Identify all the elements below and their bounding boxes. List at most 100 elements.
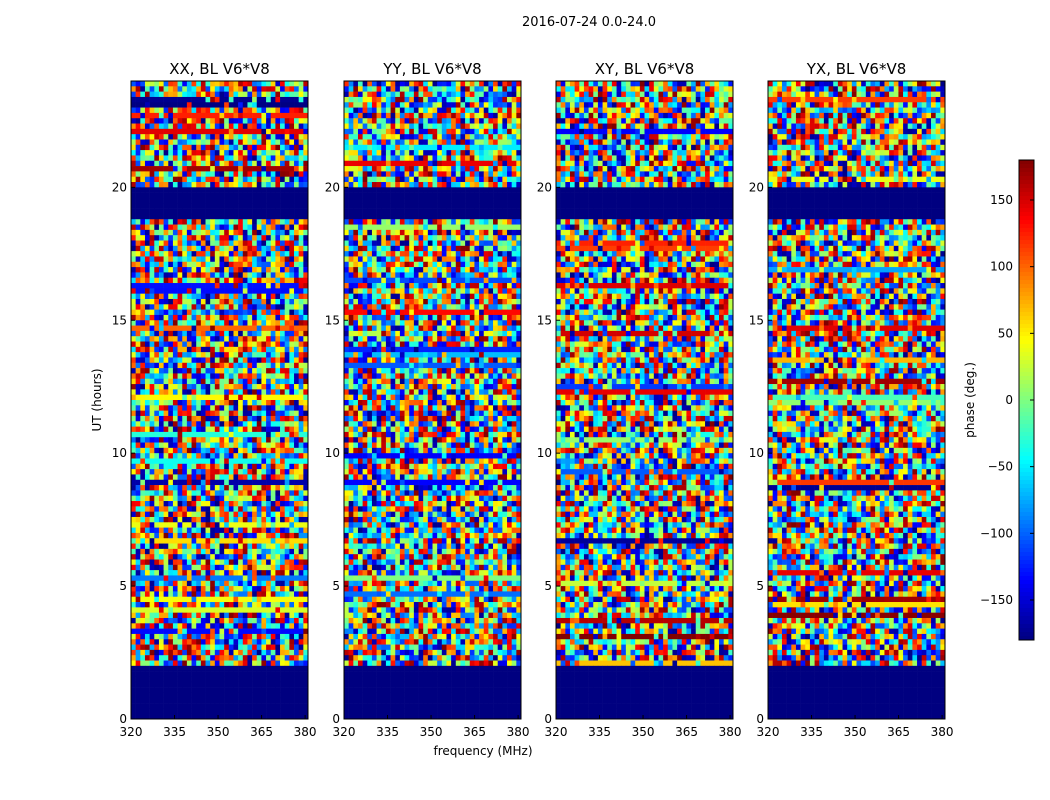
heatmap-cell [220,687,225,693]
heatmap-cell [182,187,187,193]
heatmap-cell [294,326,299,332]
heatmap-cell [168,150,173,156]
heatmap-cell [229,198,234,204]
heatmap-cell [178,347,183,353]
heatmap-cell [224,474,229,480]
heatmap-cell [470,108,475,114]
y-tick-label: 0 [119,712,127,726]
heatmap-cell [271,661,276,667]
heatmap-cell [349,118,354,124]
heatmap-cell [210,655,215,661]
heatmap-cell [257,113,262,119]
heatmap-cell [238,235,243,241]
heatmap-cell [271,682,276,688]
heatmap-cell [275,278,280,284]
heatmap-cell [285,373,290,379]
heatmap-cell [201,283,206,289]
heatmap-cell [446,92,451,98]
heatmap-cell [266,182,271,188]
heatmap-cell [201,469,206,475]
heatmap-cell [289,288,294,294]
heatmap-cell [257,379,262,385]
heatmap-cell [377,134,382,140]
heatmap-cell [150,214,155,220]
heatmap-cell [261,682,266,688]
heatmap-cell [395,113,400,119]
heatmap-cell [145,241,150,247]
heatmap-cell [289,506,294,512]
heatmap-cell [210,666,215,672]
heatmap-cell [182,108,187,114]
heatmap-cell [206,161,211,167]
heatmap-cell [257,272,262,278]
heatmap-cell [294,187,299,193]
heatmap-cell [145,698,150,704]
heatmap-cell [442,108,447,114]
heatmap-cell [178,618,183,624]
heatmap-cell [131,432,136,438]
heatmap-cell [145,629,150,635]
heatmap-cell [257,517,262,523]
heatmap-cell [507,97,512,103]
heatmap-cell [299,469,304,475]
heatmap-cell [215,177,220,183]
heatmap-cell [201,522,206,528]
heatmap-cell [294,139,299,145]
heatmap-cell [446,108,451,114]
heatmap-cell [247,405,252,411]
heatmap-cell [154,363,159,369]
heatmap-cell [299,522,304,528]
heatmap-cell [233,400,238,406]
heatmap-cell [299,655,304,661]
heatmap-cell [229,108,234,114]
heatmap-cell [247,139,252,145]
heatmap-cell [150,177,155,183]
heatmap-cell [206,310,211,316]
heatmap-cell [140,528,145,534]
heatmap-cell [299,219,304,225]
heatmap-cell [131,225,136,231]
heatmap-cell [275,411,280,417]
heatmap-cell [229,336,234,342]
heatmap-cell [224,692,229,698]
heatmap-cell [229,661,234,667]
heatmap-cell [168,427,173,433]
heatmap-cell [386,102,391,108]
heatmap-cell [419,102,424,108]
heatmap-cell [488,124,493,130]
heatmap-cell [164,560,169,566]
heatmap-cell [173,219,178,225]
heatmap-cell [247,278,252,284]
heatmap-cell [173,187,178,193]
heatmap-cell [154,124,159,130]
heatmap-cell [261,81,266,87]
heatmap-cell [367,102,372,108]
heatmap-cell [289,458,294,464]
heatmap-cell [294,219,299,225]
heatmap-cell [238,177,243,183]
heatmap-cell [243,347,248,353]
heatmap-cell [275,443,280,449]
heatmap-cell [201,97,206,103]
heatmap-cell [168,379,173,385]
heatmap-cell [299,661,304,667]
heatmap-cell [289,432,294,438]
heatmap-cell [178,129,183,135]
heatmap-cell [247,618,252,624]
heatmap-cell [285,102,290,108]
heatmap-cell [391,92,396,98]
heatmap-cell [451,129,456,135]
heatmap-cell [261,198,266,204]
heatmap-cell [289,496,294,502]
heatmap-cell [187,501,192,507]
heatmap-cell [419,113,424,119]
heatmap-cell [136,395,141,401]
heatmap-cell [145,294,150,300]
heatmap-cell [488,113,493,119]
heatmap-cell [136,304,141,310]
heatmap-cell [363,113,368,119]
heatmap-cell [192,124,197,130]
heatmap-cell [233,357,238,363]
heatmap-cell [280,326,285,332]
heatmap-cell [285,161,290,167]
